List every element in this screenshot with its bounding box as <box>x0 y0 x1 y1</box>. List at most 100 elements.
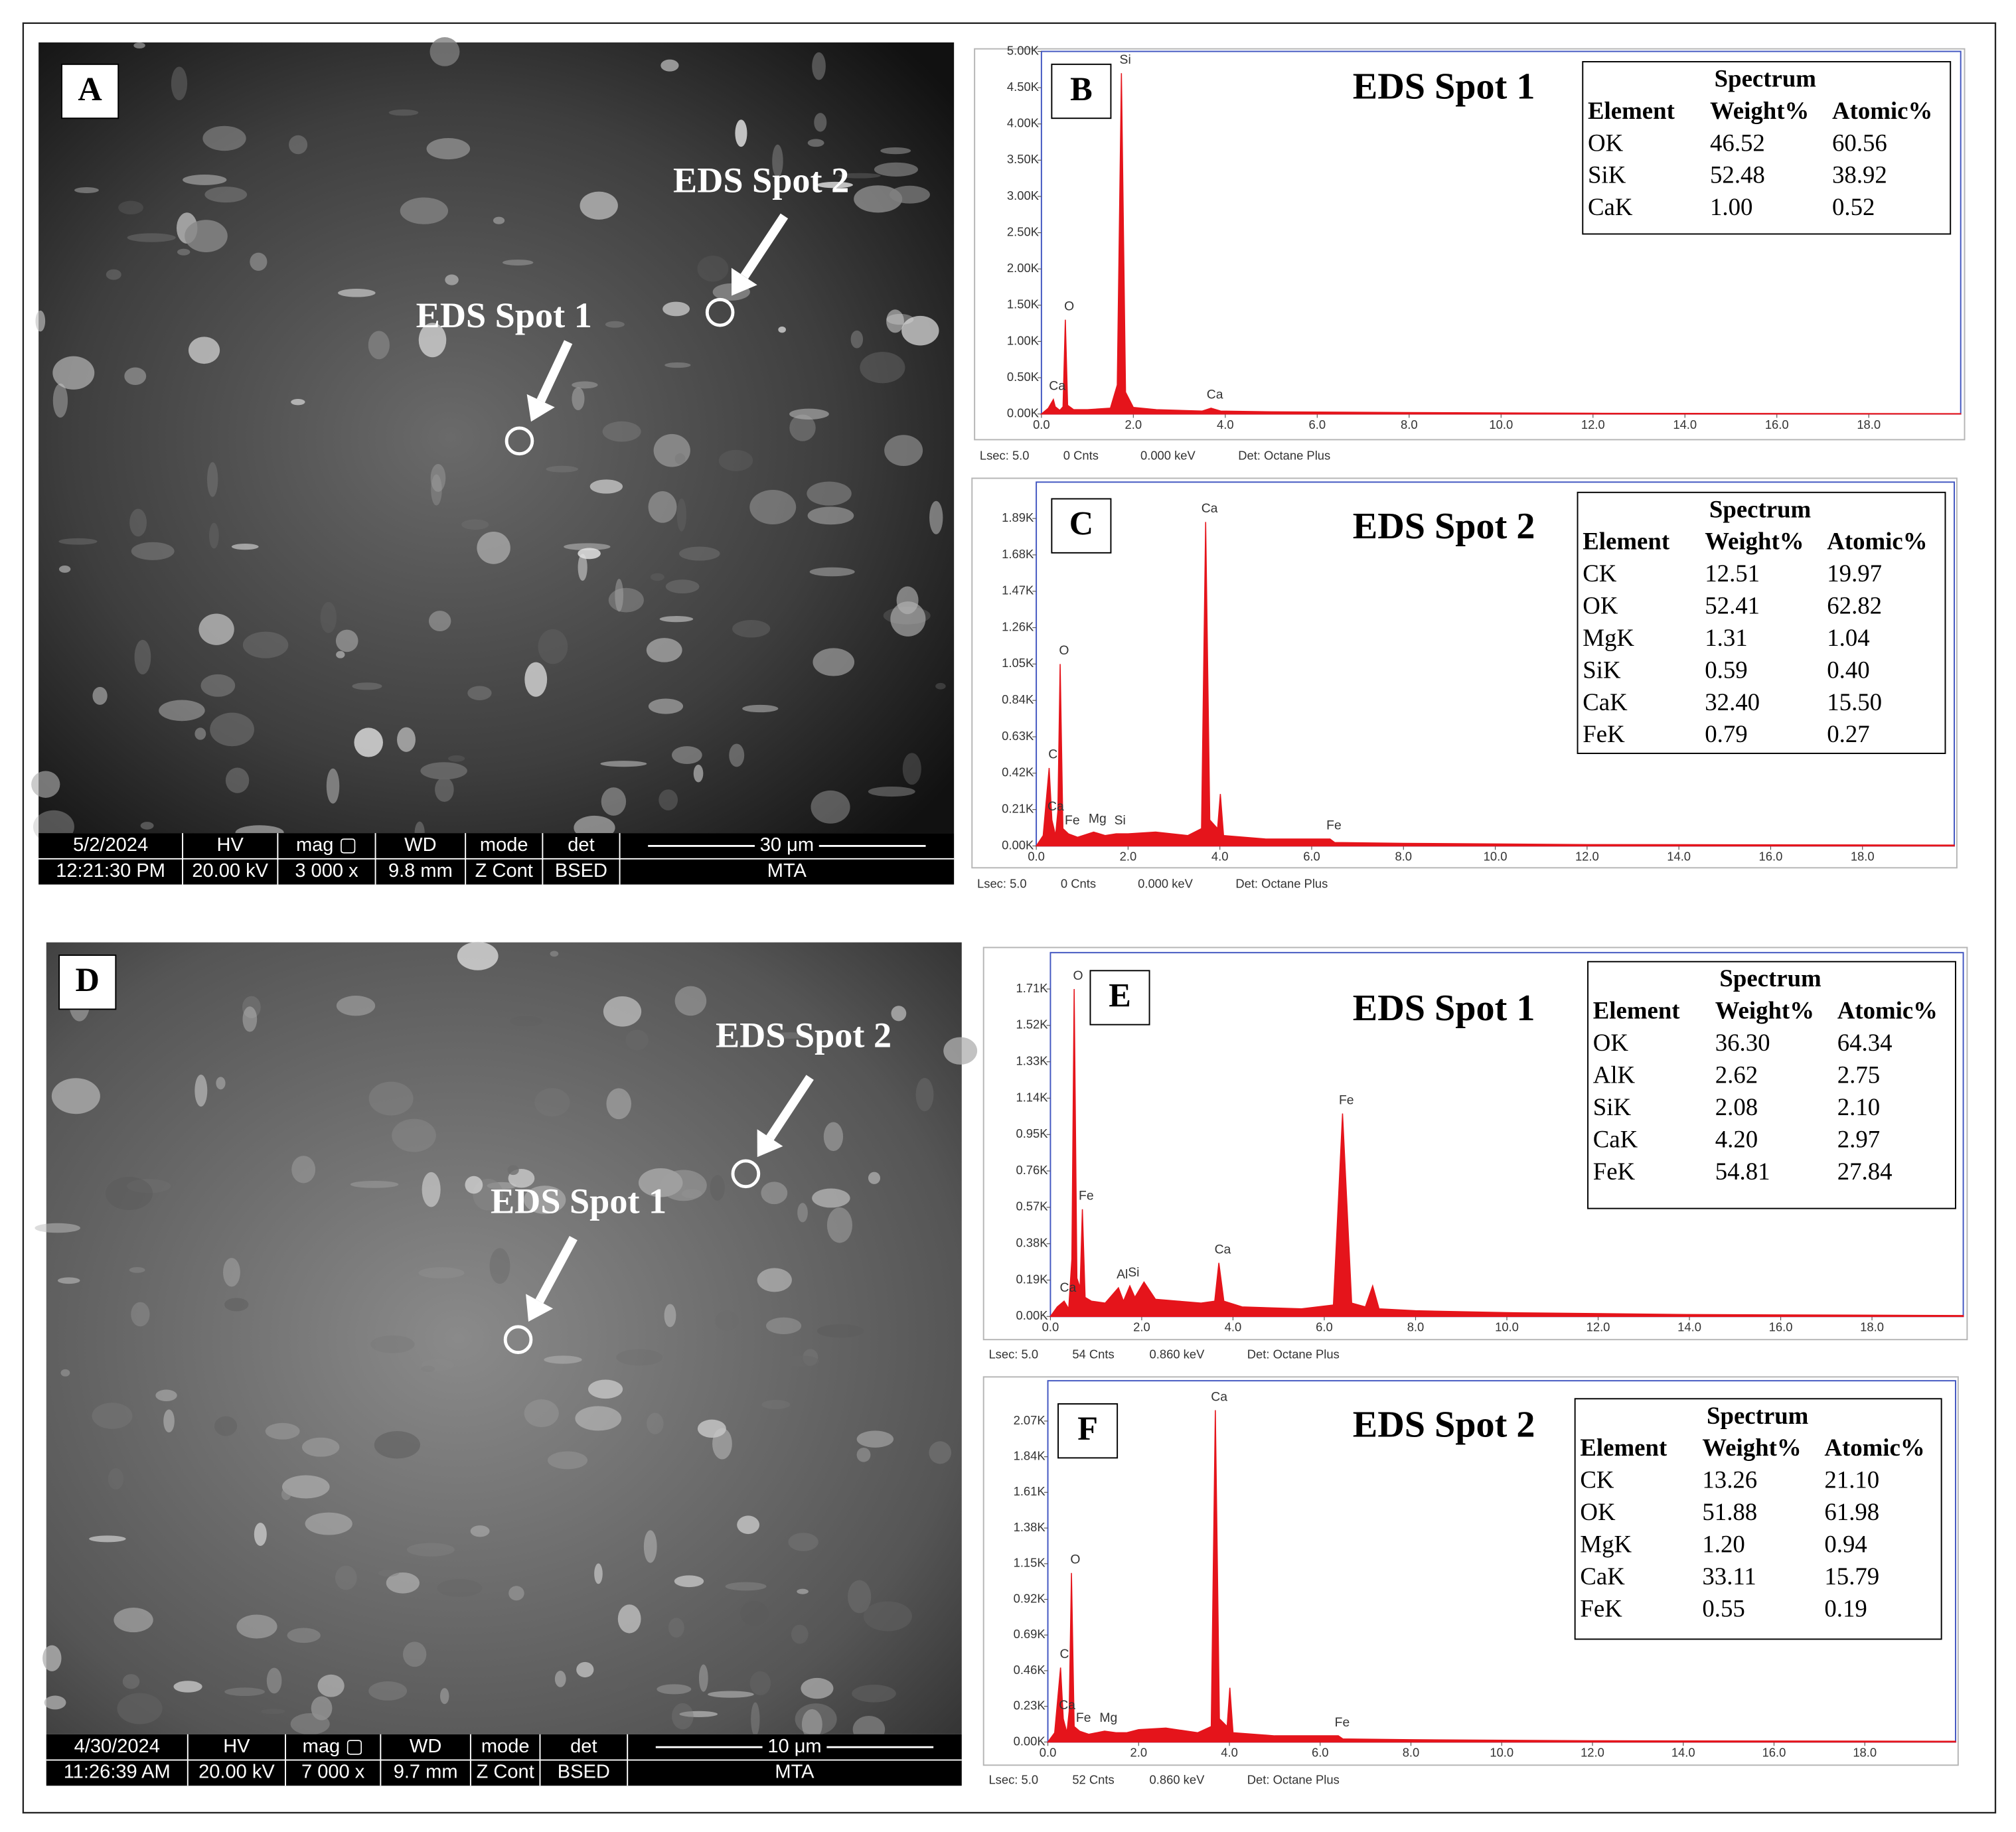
peak-label: Mg <box>1099 1711 1117 1725</box>
sem-particle <box>915 1077 934 1112</box>
info-bar-text: BSED <box>555 860 607 881</box>
y-tick-label: 0.21K <box>1002 801 1034 815</box>
sem-particle <box>260 1709 285 1715</box>
peak-label: Ca <box>1215 1242 1231 1257</box>
sem-particle <box>281 1475 330 1499</box>
y-tick-label: 2.00K <box>1007 261 1040 275</box>
sem-particle <box>657 1684 692 1695</box>
sem-particle <box>737 1515 760 1535</box>
sem-particle <box>715 1310 739 1331</box>
sem-particle <box>766 1317 802 1334</box>
table-cell: AlK <box>1593 1061 1636 1089</box>
x-tick-label: 12.0 <box>1575 850 1599 864</box>
sem-particle <box>789 414 816 441</box>
sem-panel: A EDS Spot 1 EDS Spot 2 5/2/2024 HV mag ▢ WD mo… <box>31 37 955 885</box>
chart-title: EDS Spot 2 <box>1353 506 1535 547</box>
info-bar-text: 4/30/2024 <box>74 1736 160 1757</box>
table-cell: 54.81 <box>1715 1158 1770 1185</box>
sem-particle <box>665 579 700 594</box>
sem-particle <box>594 1563 603 1584</box>
sem-particle <box>250 252 268 271</box>
sem-particle <box>418 1267 465 1279</box>
table-header: Weight% <box>1705 528 1804 555</box>
sem-particle <box>206 462 218 497</box>
sem-particle <box>648 698 684 714</box>
sem-particle <box>51 1078 100 1114</box>
footer-text: Det: Octane Plus <box>1247 1772 1340 1786</box>
sem-particle <box>572 381 598 389</box>
sem-particle <box>791 1624 809 1644</box>
sem-particle <box>209 522 219 549</box>
table-cell: MgK <box>1580 1530 1632 1557</box>
info-bar-text: WD <box>410 1736 441 1757</box>
sem-particle <box>761 1400 791 1410</box>
table-box <box>1582 61 1952 235</box>
sem-particle <box>204 187 248 203</box>
peak-label: O <box>1073 968 1083 983</box>
sem-particle <box>124 367 147 385</box>
sem-particle <box>108 1468 124 1490</box>
x-tick-label: 4.0 <box>1211 850 1229 864</box>
peak-label: Ca <box>1059 1698 1075 1713</box>
footer-text: 0.860 keV <box>1150 1772 1205 1786</box>
sem-particle <box>448 755 465 762</box>
sem-particle <box>354 727 383 757</box>
x-tick-label: 18.0 <box>1860 1320 1884 1334</box>
sem-particle <box>320 601 337 633</box>
sem-particle <box>664 362 691 368</box>
sem-image <box>39 42 955 834</box>
x-tick-label: 16.0 <box>1759 850 1783 864</box>
y-tick-label: 1.26K <box>1002 619 1034 633</box>
table-cell: 0.19 <box>1824 1594 1867 1622</box>
table-cell: OK <box>1583 592 1618 619</box>
spot-marker <box>705 297 735 327</box>
x-tick-label: 8.0 <box>1407 1320 1425 1334</box>
sem-particle <box>231 544 259 550</box>
sem-particle <box>580 191 618 220</box>
peak-label: Ca <box>1207 388 1223 402</box>
sem-particle <box>467 686 492 700</box>
sem-particle <box>664 1304 676 1328</box>
sem-particle <box>493 216 505 224</box>
table-header: Weight% <box>1715 997 1814 1024</box>
sem-particle <box>400 197 449 224</box>
info-bar-text: 9.8 mm <box>388 860 453 881</box>
table-cell: CaK <box>1593 1125 1638 1152</box>
sem-particle <box>742 704 779 713</box>
sem-particle <box>860 352 905 384</box>
spectrum <box>1047 1410 1956 1743</box>
panel-letter: E <box>1109 976 1131 1014</box>
y-tick-label: 1.15K <box>1014 1556 1046 1570</box>
sem-particle <box>863 1601 912 1632</box>
sem-particle <box>662 301 690 317</box>
y-tick-label: 0.19K <box>1016 1272 1048 1286</box>
y-tick-label: 0.46K <box>1014 1663 1046 1677</box>
sem-particle <box>352 682 382 690</box>
y-tick-label: 0.38K <box>1016 1236 1048 1250</box>
sem-particle <box>812 1188 850 1208</box>
sem-particle <box>502 260 534 266</box>
table-cell: CaK <box>1583 688 1628 716</box>
sem-particle <box>114 1608 153 1633</box>
sem-particle <box>437 1579 483 1597</box>
sem-particle <box>902 753 921 785</box>
x-tick-label: 16.0 <box>1762 1746 1786 1760</box>
footer-text: 0 Cnts <box>1061 876 1096 890</box>
table-cell: 62.82 <box>1827 592 1882 619</box>
sem-particle <box>807 481 852 506</box>
sem-particle <box>326 768 340 804</box>
peak-label: Fe <box>1065 813 1080 828</box>
sem-panel: D EDS Spot 1 EDS Spot 2 4/30/2024 HV mag ▢ WD m… <box>35 941 978 1786</box>
table-cell: 15.50 <box>1827 688 1882 716</box>
sem-particle <box>89 1535 126 1543</box>
y-tick-label: 1.71K <box>1016 981 1048 995</box>
sem-particle <box>92 686 108 705</box>
info-bar-text: BSED <box>558 1762 610 1783</box>
sem-particle <box>368 1081 414 1116</box>
spot-arrow-head <box>757 1129 783 1158</box>
spot-label: EDS Spot 2 <box>716 1015 892 1055</box>
panel-letter: B <box>1070 70 1093 108</box>
footer-text: Det: Octane Plus <box>1238 448 1330 462</box>
info-bar-text: 7 000 x <box>301 1762 365 1783</box>
sem-particle <box>336 650 345 658</box>
